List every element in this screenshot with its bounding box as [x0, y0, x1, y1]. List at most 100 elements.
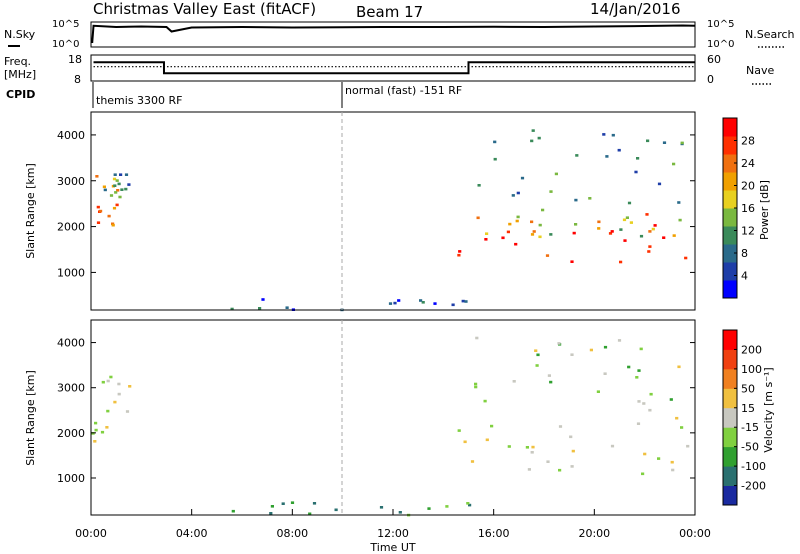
- noise-right-tick-top: 10^5: [707, 19, 734, 30]
- heatmap-cell: [617, 339, 622, 342]
- colorbar-swatch: [723, 118, 737, 137]
- heatmap-cell: [643, 452, 647, 456]
- colorbar-tick-label: 15: [741, 402, 755, 415]
- heatmap-cell: [124, 173, 129, 176]
- colorbar-tick-label: 50: [741, 382, 755, 395]
- heatmap-cell: [113, 184, 117, 187]
- heatmap-cell: [493, 140, 497, 144]
- heatmap-cell: [112, 177, 117, 181]
- heatmap-cell: [637, 400, 641, 403]
- colorbar-swatch: [723, 280, 737, 299]
- heatmap-cell: [433, 302, 437, 305]
- heatmap-cell: [597, 227, 601, 230]
- heatmap-cell: [534, 349, 538, 352]
- heatmap-cell: [588, 197, 592, 200]
- x-tick-label: 04:00: [176, 527, 208, 540]
- heatmap-cell: [611, 133, 615, 137]
- heatmap-cell: [530, 451, 534, 454]
- heatmap-cell: [475, 336, 479, 340]
- colorbar-swatch: [723, 446, 737, 467]
- colorbar-frame: [722, 329, 738, 506]
- heatmap-cell: [530, 220, 534, 224]
- colorbar-tick-label: 200: [741, 343, 762, 356]
- heatmap-cell: [312, 502, 317, 505]
- colorbar-tick-label: -15: [741, 421, 759, 434]
- heatmap-cell: [483, 399, 487, 403]
- heatmap-cell: [527, 468, 531, 471]
- heatmap-cell: [468, 503, 472, 507]
- heatmap-cell: [102, 185, 106, 189]
- heatmap-cell: [419, 299, 423, 302]
- heatmap-cell: [641, 472, 645, 476]
- heatmap-cell: [477, 184, 481, 187]
- heatmap-cell: [538, 223, 542, 227]
- heatmap-cell: [93, 440, 97, 443]
- heatmap-cell: [617, 148, 621, 152]
- heatmap-cell: [118, 195, 122, 199]
- heatmap-cell: [541, 208, 545, 212]
- nave-label: Nave: [746, 64, 774, 77]
- heatmap-cell: [127, 183, 131, 186]
- colorbar-tick-label: 16: [741, 202, 755, 215]
- heatmap-cell: [101, 380, 105, 384]
- heatmap-cell: [94, 421, 98, 425]
- heatmap-cell: [427, 507, 431, 510]
- heatmap-cell: [100, 430, 105, 434]
- heatmap-cell: [393, 301, 397, 305]
- heatmap-cell: [634, 170, 638, 174]
- heatmap-cell: [516, 191, 520, 195]
- heatmap-cell: [99, 209, 103, 213]
- heatmap-cell: [111, 222, 115, 226]
- heatmap-cell: [684, 256, 688, 260]
- noise-sky-line: [91, 24, 696, 43]
- heatmap-cell: [231, 509, 235, 513]
- heatmap-cell: [106, 409, 110, 413]
- colorbar-swatch: [723, 427, 737, 448]
- noise-panel-frame: [90, 21, 696, 48]
- heatmap-cell: [501, 236, 505, 240]
- heatmap-cell: [308, 512, 312, 516]
- heatmap-cell: [675, 416, 679, 420]
- heatmap-cell: [119, 173, 123, 176]
- heatmap-cell: [113, 400, 117, 404]
- heatmap-cell: [575, 154, 579, 157]
- heatmap-cell: [570, 353, 574, 356]
- heatmap-cell: [334, 508, 338, 512]
- cpid-entry-1: themis 3300 RF: [96, 94, 183, 107]
- y-tick-label: 2000: [57, 221, 85, 234]
- heatmap-cell: [672, 162, 676, 166]
- heatmap-cell: [116, 189, 120, 192]
- heatmap-cell: [115, 203, 119, 207]
- heatmap-cell: [680, 426, 684, 429]
- heatmap-cell: [647, 250, 651, 253]
- heatmap-cell: [636, 422, 641, 425]
- power-heatmap-cells: [95, 129, 688, 312]
- heatmap-cell: [610, 230, 614, 233]
- heatmap-cell: [530, 139, 534, 143]
- colorbar-tick-label: 100: [741, 363, 762, 376]
- heatmap-cell: [642, 402, 646, 405]
- heatmap-cell: [536, 353, 540, 357]
- heatmap-cell: [670, 460, 674, 464]
- x-tick-label: 12:00: [377, 527, 409, 540]
- colorbar-swatch: [723, 466, 737, 486]
- heatmap-cell: [230, 307, 234, 311]
- heatmap-cell: [463, 440, 467, 444]
- heatmap-cell: [622, 218, 627, 222]
- heatmap-cell: [686, 444, 690, 448]
- heatmap-cell: [457, 429, 461, 432]
- heatmap-cell: [109, 375, 113, 379]
- velocity-y-label: Slant Range [km]: [24, 370, 37, 466]
- colorbar-swatch: [723, 226, 737, 245]
- heatmap-cell: [589, 348, 593, 352]
- frequency-panel-frame: [90, 54, 696, 82]
- velocity-panel-frame: [90, 319, 696, 516]
- velocity-y-ticks: 1000 2000 3000 4000: [57, 337, 695, 485]
- heatmap-cell: [493, 157, 497, 161]
- freq-tick-bottom: 8: [74, 73, 81, 86]
- heatmap-cell: [124, 187, 128, 191]
- heatmap-cell: [531, 445, 535, 449]
- noise-left-label: N.Sky: [4, 28, 36, 41]
- heatmap-cell: [113, 173, 117, 176]
